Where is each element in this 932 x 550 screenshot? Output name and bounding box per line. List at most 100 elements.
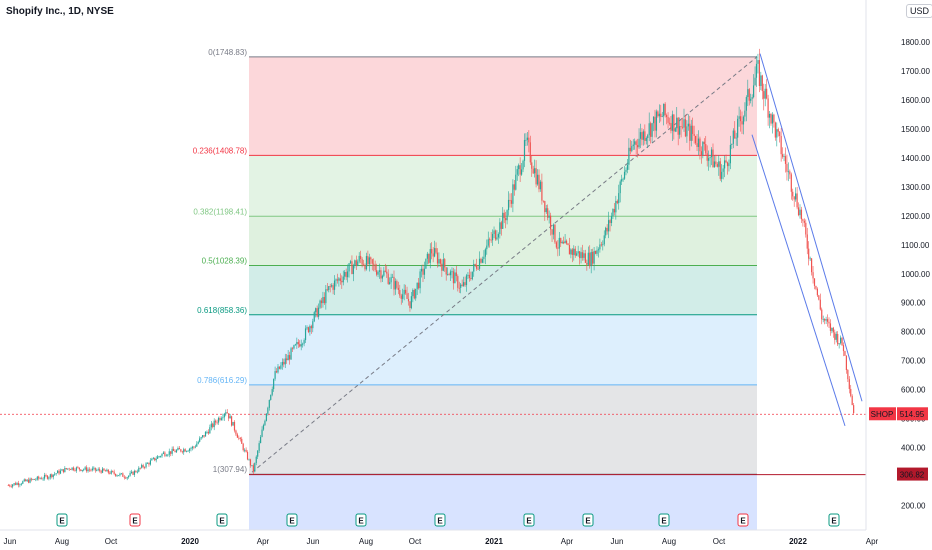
candle-body	[67, 468, 69, 470]
chart-title: Shopify Inc., 1D, NYSE	[6, 6, 114, 17]
price-axis-tick: 1300.00	[901, 183, 930, 192]
earnings-marker-label: E	[526, 517, 532, 526]
candle-body	[357, 261, 359, 266]
candle-body	[323, 297, 325, 304]
candle-body	[41, 478, 43, 480]
candle-body	[786, 163, 788, 172]
candle-body	[837, 334, 839, 345]
price-axis-tick: 200.00	[901, 502, 926, 511]
candle-body	[592, 251, 594, 264]
candle-body	[312, 321, 314, 329]
candle-body	[261, 429, 263, 437]
candle-body	[300, 344, 302, 347]
candle-body	[20, 483, 22, 485]
candle-body	[104, 470, 107, 472]
candle-body	[703, 141, 705, 145]
candle-body	[68, 468, 70, 470]
candlesticks[interactable]	[7, 48, 855, 489]
candle-body	[225, 412, 227, 414]
candle-body	[634, 141, 636, 145]
candle-body	[496, 237, 498, 240]
earnings-marker[interactable]	[216, 513, 228, 527]
candle-body	[56, 470, 59, 474]
candle-body	[384, 270, 386, 272]
candle-body	[242, 443, 244, 451]
candle-body	[805, 222, 807, 235]
currency-badge[interactable]: USD	[906, 4, 932, 18]
candle-body	[460, 284, 462, 288]
candle-body	[339, 278, 341, 281]
candle-body	[713, 161, 716, 168]
candle-body	[773, 114, 775, 123]
candle-body	[641, 132, 643, 140]
candle-body	[764, 88, 766, 99]
candle-body	[199, 438, 201, 442]
candle-body	[315, 308, 317, 313]
price-axis-tick: 600.00	[901, 386, 926, 395]
candle-body	[766, 88, 768, 99]
earnings-marker[interactable]	[355, 513, 367, 527]
candle-body	[597, 249, 600, 251]
candle-body	[745, 97, 747, 111]
earnings-marker[interactable]	[129, 513, 141, 527]
candle-body	[171, 448, 173, 454]
candle-body	[481, 259, 484, 263]
candle-body	[721, 171, 723, 179]
earnings-marker[interactable]	[56, 513, 68, 527]
candle-body	[795, 193, 797, 200]
candle-body	[680, 126, 682, 127]
candle-body	[329, 286, 331, 287]
earnings-marker[interactable]	[434, 513, 446, 527]
last-price-label: 514.95	[900, 410, 925, 419]
candle-body	[771, 114, 774, 124]
candle-body	[851, 395, 853, 406]
candle-body	[776, 129, 778, 138]
candle-body	[139, 467, 141, 469]
earnings-marker[interactable]	[828, 513, 840, 527]
candle-body	[792, 191, 794, 197]
candle-body	[502, 212, 504, 229]
candle-body	[415, 288, 417, 299]
earnings-marker[interactable]	[523, 513, 535, 527]
candle-body	[505, 218, 507, 221]
candle-body	[750, 98, 752, 101]
candle-body	[651, 123, 653, 137]
candle-body	[609, 220, 611, 224]
candle-body	[226, 412, 228, 414]
time-axis-tick: Oct	[105, 537, 118, 546]
earnings-marker-label: E	[437, 517, 443, 526]
candle-body	[91, 468, 93, 471]
candle-body	[639, 132, 642, 139]
candle-body	[602, 244, 604, 246]
time-axis-tick: Jun	[4, 537, 17, 546]
candle-body	[429, 249, 431, 263]
earnings-marker[interactable]	[737, 513, 749, 527]
candle-body	[390, 277, 392, 283]
candle-body	[661, 116, 663, 118]
earnings-marker[interactable]	[286, 513, 298, 527]
candle-body	[684, 119, 687, 137]
price-axis-tick: 900.00	[901, 299, 926, 308]
candle-body	[120, 473, 122, 475]
earnings-marker[interactable]	[582, 513, 594, 527]
earnings-marker[interactable]	[658, 513, 670, 527]
earnings-marker-label: E	[219, 517, 225, 526]
candle-body	[373, 263, 375, 265]
candle-body	[583, 253, 585, 258]
candle-body	[25, 479, 27, 482]
candle-body	[612, 208, 614, 217]
candle-body	[697, 138, 700, 147]
candle-body	[461, 284, 463, 286]
candle-body	[200, 437, 202, 439]
candle-body	[393, 276, 395, 290]
candle-body	[729, 144, 731, 164]
candle-body	[832, 327, 834, 333]
candle-body	[483, 256, 485, 260]
candle-body	[623, 171, 626, 179]
candle-body	[197, 441, 199, 444]
candle-body	[84, 467, 86, 470]
candle-body	[616, 200, 618, 204]
time-axis-tick: Oct	[409, 537, 422, 546]
candle-body	[578, 251, 581, 259]
